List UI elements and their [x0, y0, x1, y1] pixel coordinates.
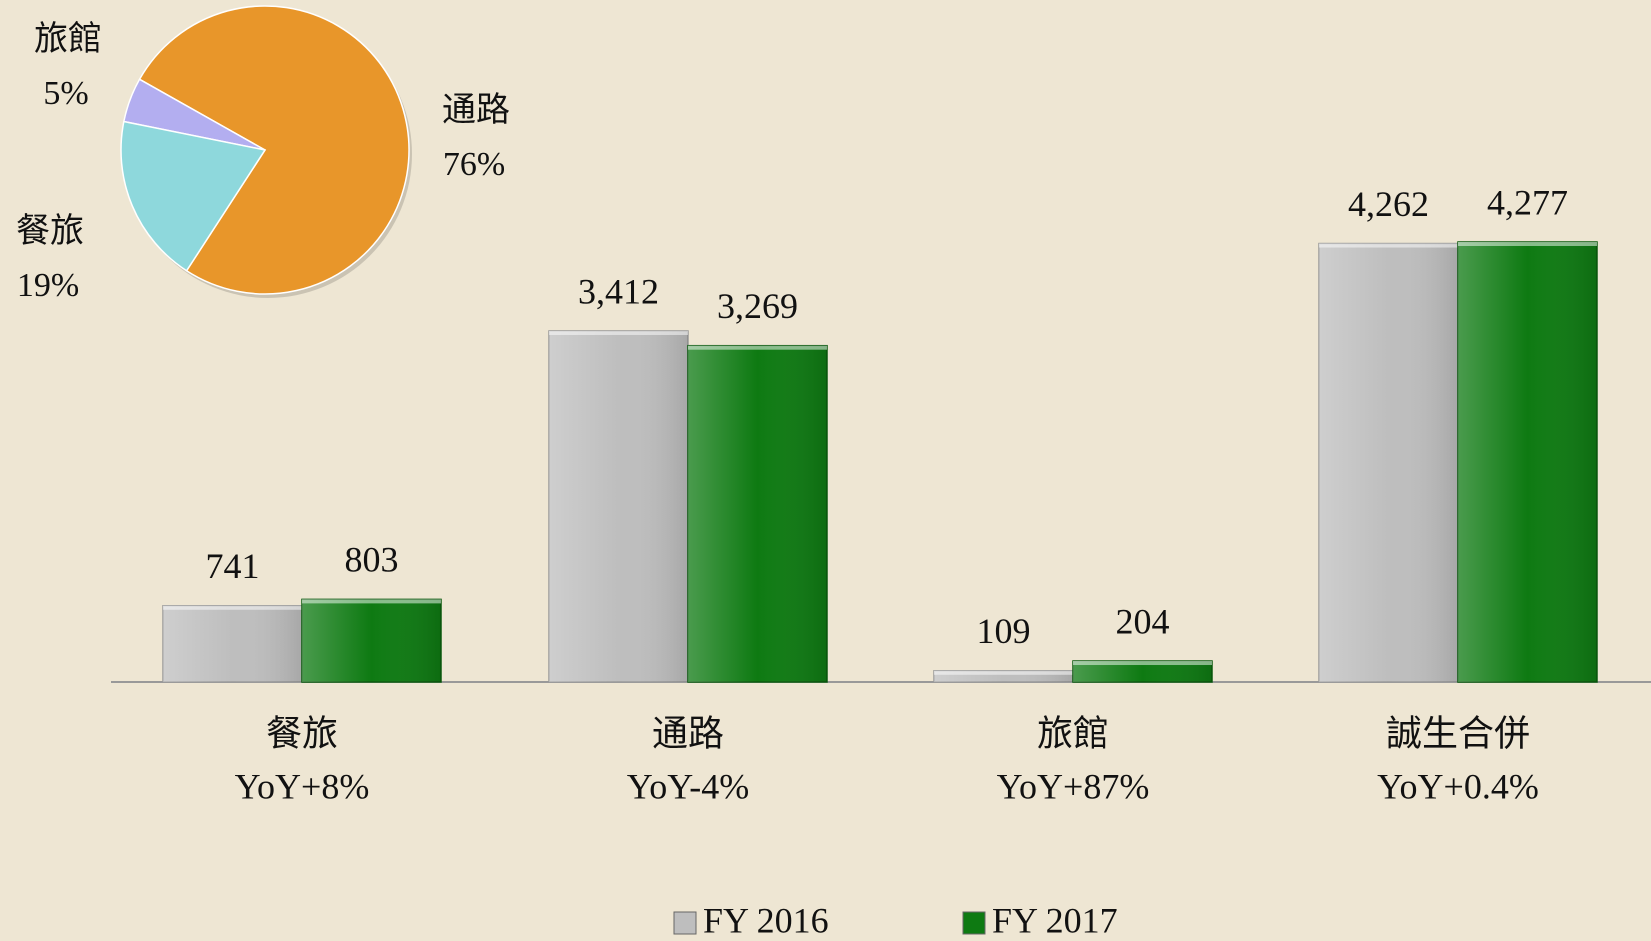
data-label: 803 — [345, 540, 399, 580]
annotation: YoY+87% — [997, 766, 1150, 806]
legend-label: FY 2017 — [992, 900, 1118, 940]
x-tick-label: 旅館 — [1037, 713, 1109, 753]
legend-label: FY 2016 — [703, 900, 829, 940]
pie-value-label: 5% — [43, 75, 88, 112]
bar-shade — [302, 599, 441, 682]
pie-value-label: 76% — [443, 146, 505, 183]
bar-shade — [688, 345, 827, 682]
annotation: YoY-4% — [627, 766, 749, 806]
annotation: YoY+0.4% — [1377, 766, 1539, 806]
x-tick-label: 誠生合併 — [1386, 713, 1530, 753]
pie-slice — [120, 120, 267, 272]
bar-top — [1319, 243, 1458, 248]
annotation: YoY+8% — [235, 766, 370, 806]
x-tick-label: 餐旅 — [266, 713, 338, 753]
data-label: 741 — [206, 546, 260, 586]
data-label: 3,269 — [717, 286, 798, 326]
bar-top — [163, 605, 302, 610]
data-label: 109 — [977, 611, 1031, 651]
legend-swatch — [962, 911, 986, 935]
data-label: 204 — [1116, 601, 1170, 641]
bar-shade — [1073, 661, 1212, 682]
bar-shade — [1458, 242, 1597, 682]
bar-shade — [1319, 243, 1458, 682]
pie-slice — [138, 5, 410, 295]
pie-label: 餐旅 — [16, 212, 84, 250]
data-label: 4,262 — [1348, 184, 1429, 224]
data-label: 3,412 — [578, 271, 659, 311]
bar-top — [934, 670, 1073, 675]
bar-top — [1458, 242, 1597, 246]
bar-top — [1073, 661, 1212, 666]
pie-label: 旅館 — [34, 20, 102, 58]
legend-swatch — [673, 911, 697, 935]
bar-top — [302, 599, 441, 604]
bar-top — [549, 330, 688, 335]
bar-top — [688, 345, 827, 350]
pie-value-label: 19% — [17, 267, 79, 304]
x-tick-label: 通路 — [652, 713, 724, 753]
pie-label: 通路 — [442, 91, 510, 129]
bar-shade — [549, 330, 688, 682]
bar-shade — [163, 605, 302, 682]
data-label: 4,277 — [1487, 182, 1568, 222]
bar-shade — [934, 670, 1073, 682]
